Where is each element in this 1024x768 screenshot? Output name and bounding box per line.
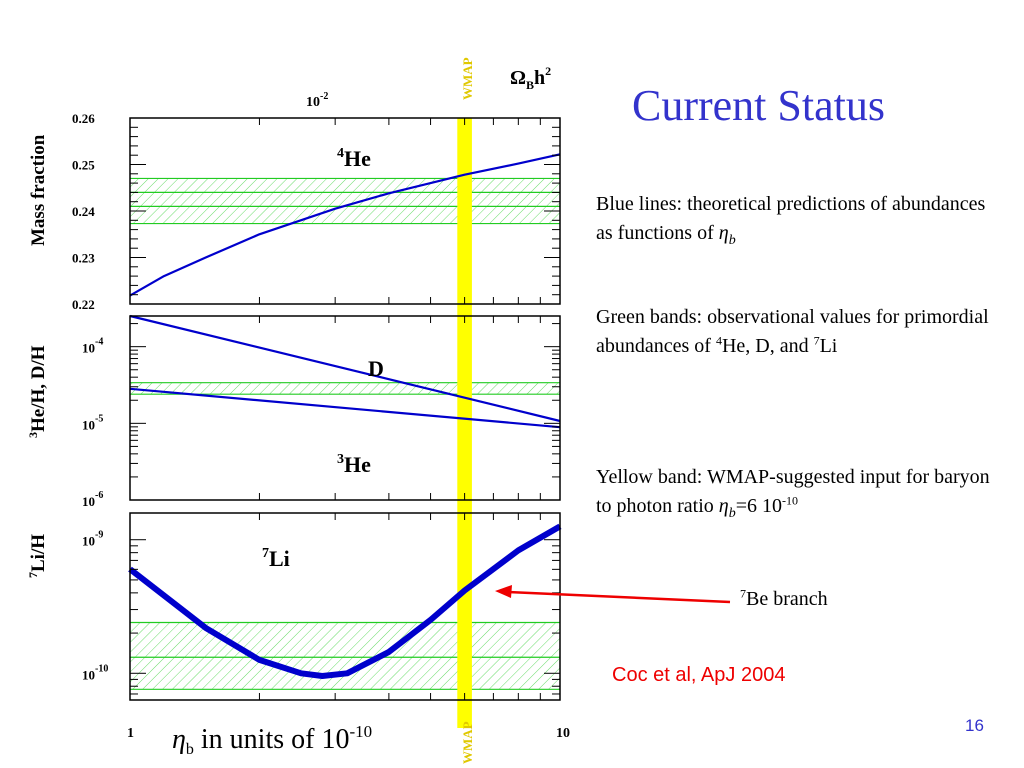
deuterium-curve <box>129 314 561 423</box>
wmap-label-top: WMAP <box>460 57 475 100</box>
y-tick-label-he4: 0.23 <box>72 251 95 266</box>
omega-b-h2-label: ΩBh2 <box>510 64 551 92</box>
wmap-label-bottom: WMAP <box>460 721 475 764</box>
y-tick-label: 10-9 <box>82 530 103 549</box>
slide-title: Current Status <box>632 81 885 130</box>
y-tick-label-he4: 0.24 <box>72 204 95 219</box>
be-branch-arrow <box>507 590 731 604</box>
panel-frame-1 <box>129 315 561 501</box>
green-bands-description: Green bands: observational values for pr… <box>596 306 989 357</box>
page-number: 16 <box>965 716 984 735</box>
blue-lines-description: Blue lines: theoretical predictions of a… <box>596 193 986 248</box>
yellow-band-description: Yellow band: WMAP-suggested input for ba… <box>596 466 990 521</box>
y-tick-label-he4: 0.22 <box>72 297 95 312</box>
obs-band-0 <box>130 178 560 224</box>
wmap-band <box>457 118 472 728</box>
y-label-he3-d: 3He/H, D/H <box>26 345 49 438</box>
x-axis-label: ηb in units of 10-10 <box>172 722 372 758</box>
y-tick-label: 10-4 <box>82 337 103 356</box>
li7-label: 7Li <box>262 546 290 571</box>
citation: Coc et al, ApJ 2004 <box>612 664 786 686</box>
be-branch-label: 7Be branch <box>740 586 828 610</box>
panel-frame-2 <box>129 512 561 701</box>
y-label-li7: 7Li/H <box>26 534 49 578</box>
he4-label: 4He <box>337 146 371 171</box>
y-tick-label-he4: 0.25 <box>72 158 95 173</box>
deuterium-label: D <box>368 356 384 381</box>
be-branch-arrowhead <box>495 585 512 598</box>
y-tick-label: 10-5 <box>82 413 103 432</box>
top-tick-label: 10-2 <box>306 91 328 110</box>
x-tick-min: 1 <box>127 726 134 741</box>
y-tick-label: 10-6 <box>82 490 103 509</box>
he3-label: 3He <box>337 452 371 477</box>
x-tick-max: 10 <box>556 726 570 741</box>
y-label-mass-fraction: Mass fraction <box>28 134 49 246</box>
obs-band-1 <box>130 382 560 395</box>
y-tick-label: 10-10 <box>82 663 108 682</box>
he4-curve <box>129 153 561 297</box>
obs-band-2 <box>130 622 560 690</box>
he3-curve <box>129 387 561 429</box>
li7-curve <box>128 523 562 679</box>
y-tick-label-he4: 0.26 <box>72 111 95 126</box>
